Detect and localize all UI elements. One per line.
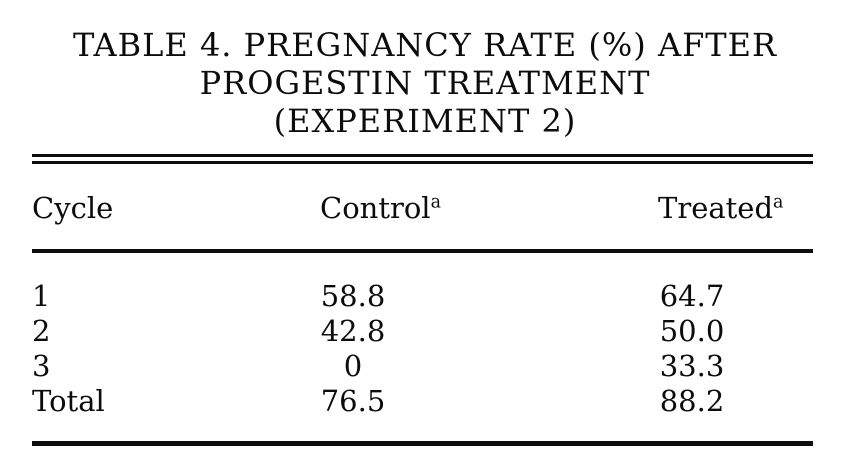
table-bottom-rule	[32, 441, 813, 446]
cell-treated: 64.7	[659, 279, 725, 313]
cell-treated: 33.3	[659, 349, 725, 383]
table-row: 3 0 33.3	[32, 349, 813, 384]
table-title-line-3: (EXPERIMENT 2)	[273, 102, 577, 140]
cell-cycle: 1	[32, 279, 51, 313]
cell-control: 0	[343, 349, 363, 383]
table-row: 2 42.8 50.0	[32, 314, 813, 349]
cell-control: 76.5	[320, 384, 386, 418]
table-title-line-2: PROGESTIN TREATMENT	[199, 64, 651, 102]
control-footnote-marker: a	[430, 192, 441, 213]
cell-treated: 88.2	[659, 384, 725, 418]
table-header-row: Cycle Controla Treateda	[32, 190, 813, 226]
table-top-double-rule	[32, 154, 813, 164]
treated-footnote-marker: a	[773, 192, 784, 213]
cell-control: 58.8	[320, 279, 386, 313]
column-header-cycle: Cycle	[32, 191, 114, 225]
cell-control: 42.8	[320, 314, 386, 348]
table-row-total: Total 76.5 88.2	[32, 384, 813, 419]
cell-cycle: 2	[32, 314, 51, 348]
cell-cycle: Total	[32, 384, 105, 418]
column-header-control: Controla	[320, 191, 441, 225]
table-row: 1 58.8 64.7	[32, 279, 813, 314]
table-title: TABLE 4. PREGNANCY RATE (%) AFTER PROGES…	[0, 26, 850, 140]
column-header-treated: Treateda	[658, 191, 784, 225]
table-body: 1 58.8 64.7 2 42.8 50.0 3 0 33.3 Total 7…	[32, 279, 813, 419]
cell-treated: 50.0	[659, 314, 725, 348]
cell-cycle: 3	[32, 349, 51, 383]
table-header-rule	[32, 249, 813, 253]
table-title-line-1: TABLE 4. PREGNANCY RATE (%) AFTER	[72, 26, 778, 64]
